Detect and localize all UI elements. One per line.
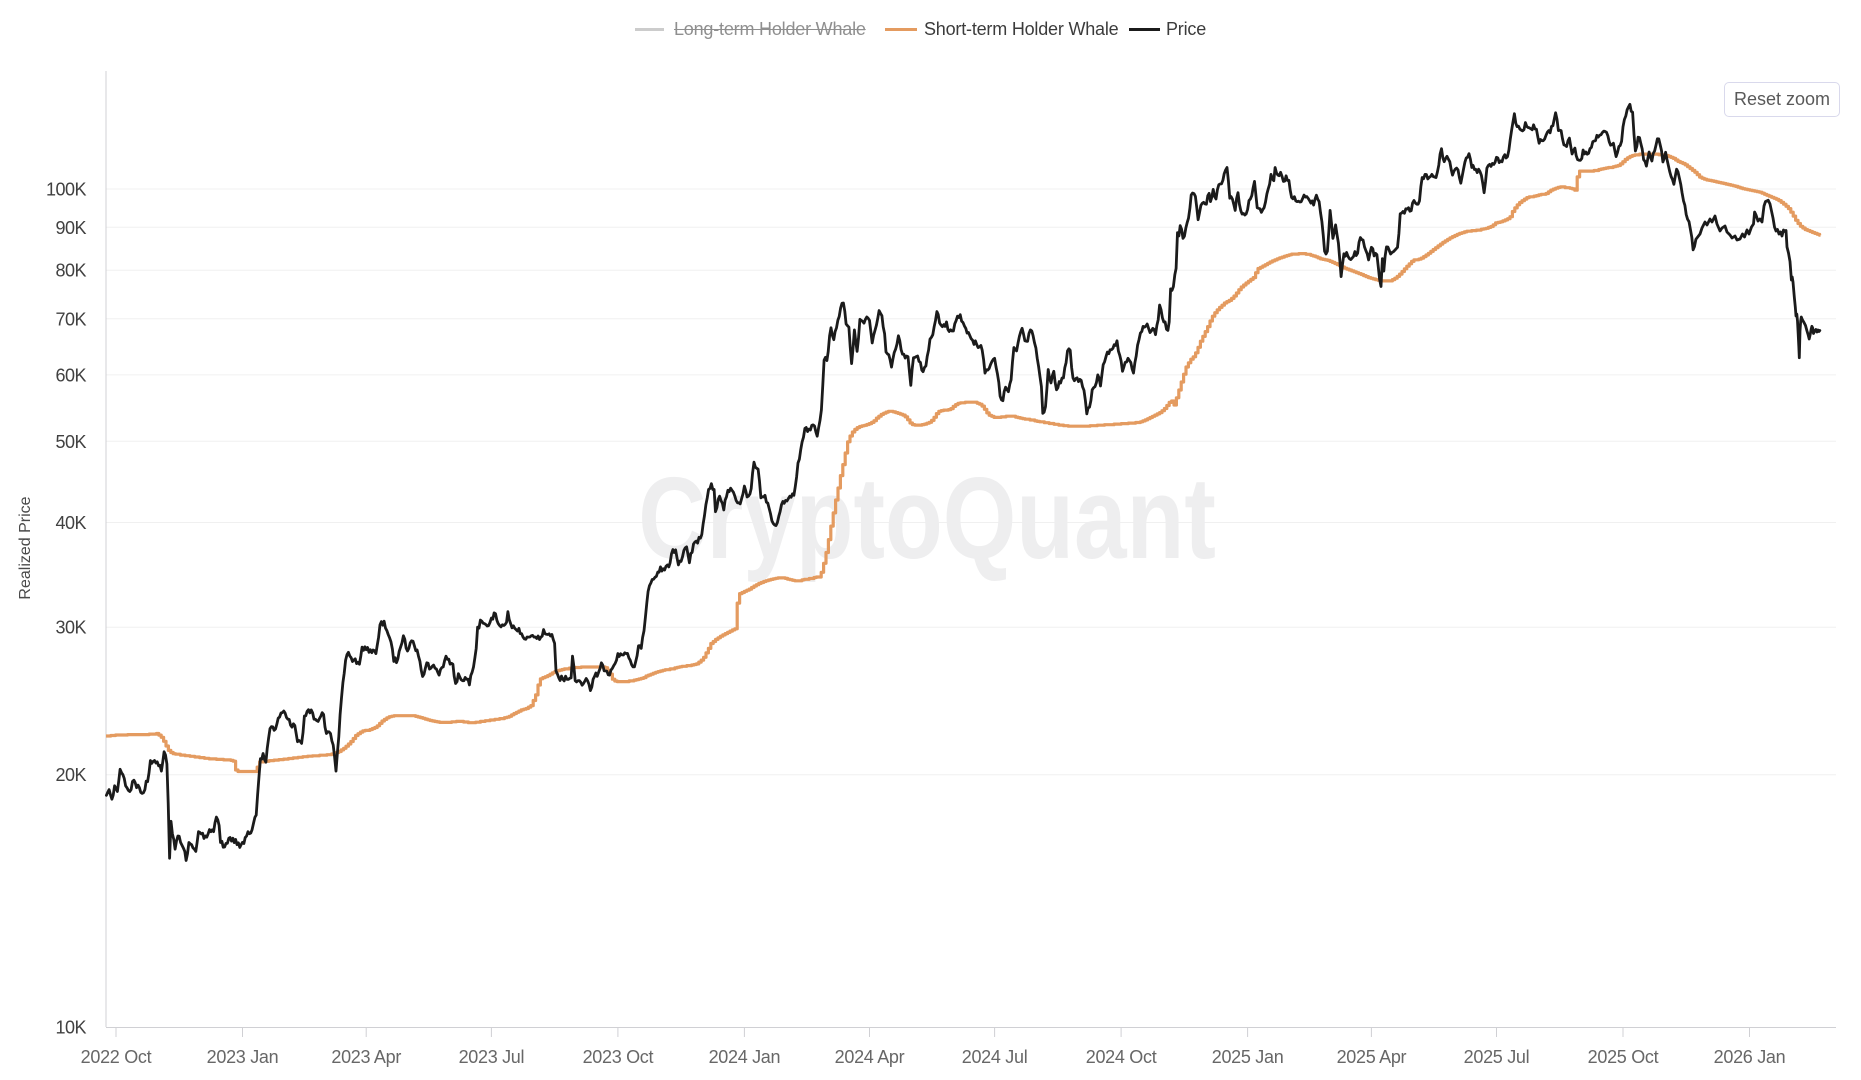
svg-text:2024 Jan: 2024 Jan <box>709 1047 781 1067</box>
svg-text:60K: 60K <box>55 365 86 385</box>
svg-text:2023 Oct: 2023 Oct <box>583 1047 654 1067</box>
svg-text:Realized Price: Realized Price <box>17 496 34 599</box>
svg-text:2026 Jan: 2026 Jan <box>1714 1047 1786 1067</box>
svg-text:100K: 100K <box>46 180 87 200</box>
svg-text:2025 Jul: 2025 Jul <box>1464 1047 1530 1067</box>
svg-text:CryptoQuant: CryptoQuant <box>638 454 1216 583</box>
svg-text:90K: 90K <box>55 218 86 238</box>
svg-text:2025 Oct: 2025 Oct <box>1588 1047 1659 1067</box>
svg-text:2024 Oct: 2024 Oct <box>1086 1047 1157 1067</box>
svg-text:10K: 10K <box>55 1018 86 1038</box>
svg-text:40K: 40K <box>55 513 86 533</box>
svg-text:2025 Jan: 2025 Jan <box>1212 1047 1284 1067</box>
svg-text:30K: 30K <box>55 618 86 638</box>
svg-text:80K: 80K <box>55 261 86 281</box>
svg-text:2024 Apr: 2024 Apr <box>835 1047 905 1067</box>
svg-text:20K: 20K <box>55 765 86 785</box>
svg-text:70K: 70K <box>55 309 86 329</box>
svg-text:2023 Apr: 2023 Apr <box>331 1047 401 1067</box>
svg-text:50K: 50K <box>55 432 86 452</box>
svg-text:2024 Jul: 2024 Jul <box>962 1047 1028 1067</box>
svg-text:2025 Apr: 2025 Apr <box>1337 1047 1407 1067</box>
svg-text:2023 Jan: 2023 Jan <box>207 1047 279 1067</box>
svg-text:2022 Oct: 2022 Oct <box>81 1047 152 1067</box>
svg-text:2023 Jul: 2023 Jul <box>459 1047 525 1067</box>
